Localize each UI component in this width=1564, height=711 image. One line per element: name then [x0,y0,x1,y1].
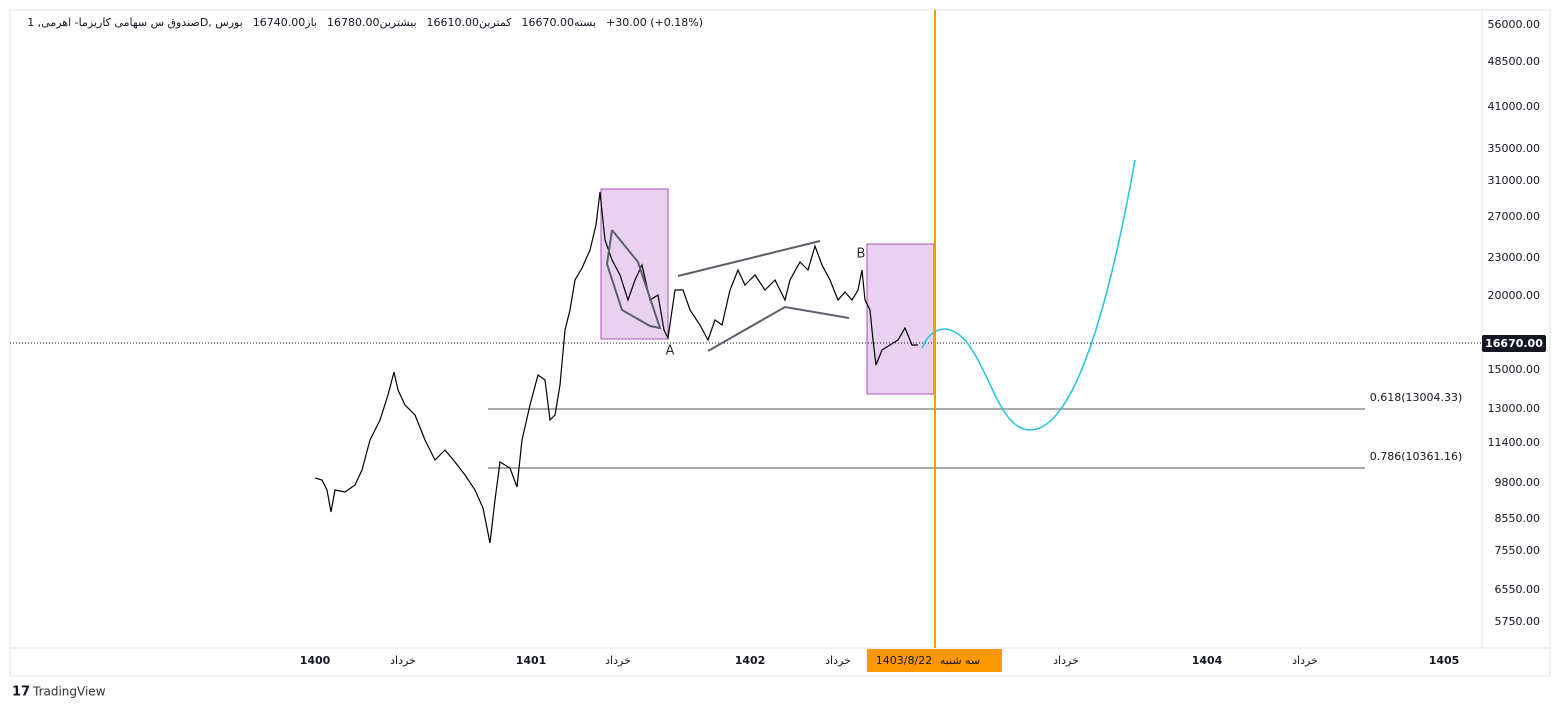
price-tick-label: 15000.00 [1488,363,1541,376]
highlight-box [866,243,935,395]
wedge-pattern [605,229,662,330]
legend-item: کمترین16610.00 [427,16,513,29]
price-tick-label: 5750.00 [1495,615,1541,628]
point-label: B [857,247,866,262]
price-tick-label: 13000.00 [1488,402,1541,415]
price-tick-label: 6550.00 [1495,583,1541,596]
fib-label: 0.786(10361.16) [1370,450,1463,463]
price-tick-label: 27000.00 [1488,210,1541,223]
cursor-date-badge [867,649,1002,672]
last-price-label: 16670.00 [1485,337,1543,350]
time-tick-label: خرداد [1292,654,1318,667]
price-tick-label: 20000.00 [1488,289,1541,302]
legend-item: +30.00 (+0.18%) [606,16,703,29]
time-tick-label: 1401 [516,654,547,667]
legend-item: بیشترین16780.00 [327,16,417,29]
last-price-badge [1482,335,1546,352]
time-tick-label: خرداد [1053,654,1079,667]
legend-item: بسته16670.00 [521,16,596,29]
price-tick-label: 56000.00 [1488,18,1541,31]
triangle-upper [677,240,821,277]
triangle-lower [707,305,850,352]
time-tick-label: 1404 [1192,654,1223,667]
price-tick-label: 41000.00 [1488,100,1541,113]
fib-label: 0.618(13004.33) [1370,391,1463,404]
price-line [314,191,918,544]
price-tick-label: 23000.00 [1488,251,1541,264]
price-tick-label: 48500.00 [1488,55,1541,68]
price-tick-label: 9800.00 [1495,476,1541,489]
price-tick-label: 31000.00 [1488,174,1541,187]
time-tick-label: 1405 [1429,654,1460,667]
time-tick-label: خرداد [825,654,851,667]
time-tick-label: 1402 [735,654,766,667]
brand: TradingView [32,685,106,699]
point-label: A [666,344,675,359]
time-tick-label: 1400 [300,654,331,667]
projection-curve [921,159,1136,431]
price-tick-label: 35000.00 [1488,142,1541,155]
time-tick-label: خرداد [605,654,631,667]
price-tick-label: 8550.00 [1495,512,1541,525]
highlight-box [600,188,669,340]
cursor-day: سه شنبه [940,654,980,667]
brand-logo: 17 [12,685,30,700]
time-tick-label: خرداد [390,654,416,667]
legend-item: صندوق س سهامی کاریزما- اهرمی, 1D, بورس [27,16,243,29]
legend-item: باز16740.00 [253,16,317,29]
legend: +30.00 (+0.18%) بسته16670.00 کمترین16610.0… [27,16,703,29]
price-tick-label: 11400.00 [1488,436,1541,449]
price-tick-label: 7550.00 [1495,544,1541,557]
cursor-date: 1403/8/22 [876,654,932,667]
